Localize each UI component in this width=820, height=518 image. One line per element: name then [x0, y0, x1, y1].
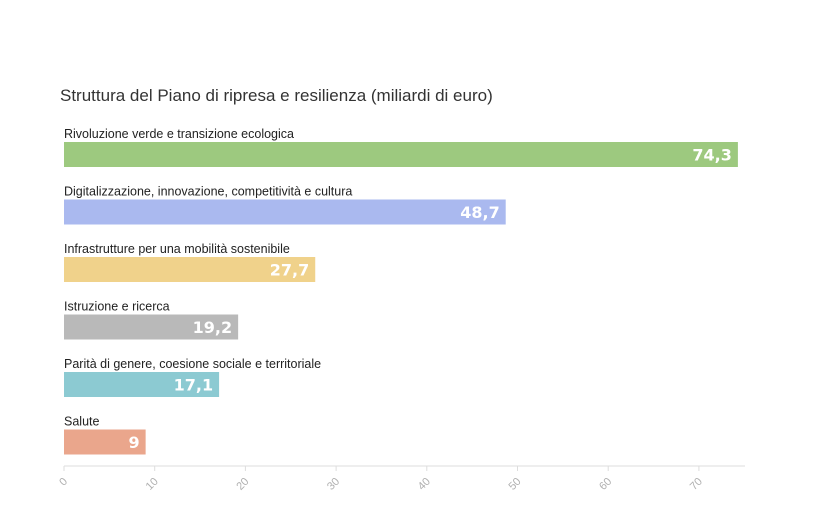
- bar: [64, 199, 506, 225]
- x-tick-label: 50: [506, 476, 523, 493]
- x-tick-label: 20: [234, 476, 251, 493]
- bars-layer: Rivoluzione verde e transizione ecologic…: [64, 127, 738, 455]
- bar: [64, 314, 239, 340]
- chart-title: Struttura del Piano di ripresa e resilie…: [60, 86, 493, 105]
- x-tick-label: 30: [325, 476, 342, 493]
- x-tick-label: 60: [597, 476, 614, 493]
- x-tick-label: 40: [416, 476, 433, 493]
- data-label: 74,3: [692, 146, 731, 165]
- category-label: Parità di genere, coesione sociale e ter…: [64, 357, 321, 371]
- bar: [64, 257, 316, 282]
- data-label: 17,1: [174, 376, 213, 395]
- x-tick-label: 70: [688, 476, 705, 493]
- bar: [64, 429, 146, 455]
- data-label: 9: [128, 433, 139, 452]
- category-label: Digitalizzazione, innovazione, competiti…: [64, 185, 352, 199]
- data-label: 48,7: [460, 203, 499, 222]
- category-label: Salute: [64, 415, 99, 429]
- data-label: 19,2: [193, 318, 232, 337]
- x-axis: 0 10 20 30 40 50 60 70: [57, 465, 745, 493]
- category-label: Istruzione e ricerca: [64, 300, 170, 314]
- x-tick-label: 0: [57, 476, 70, 489]
- bar: [64, 142, 738, 167]
- bar: [64, 372, 220, 397]
- category-label: Infrastrutture per una mobilità sostenib…: [64, 242, 290, 256]
- data-label: 27,7: [270, 261, 309, 280]
- category-label: Rivoluzione verde e transizione ecologic…: [64, 127, 294, 141]
- x-tick-label: 10: [144, 476, 161, 493]
